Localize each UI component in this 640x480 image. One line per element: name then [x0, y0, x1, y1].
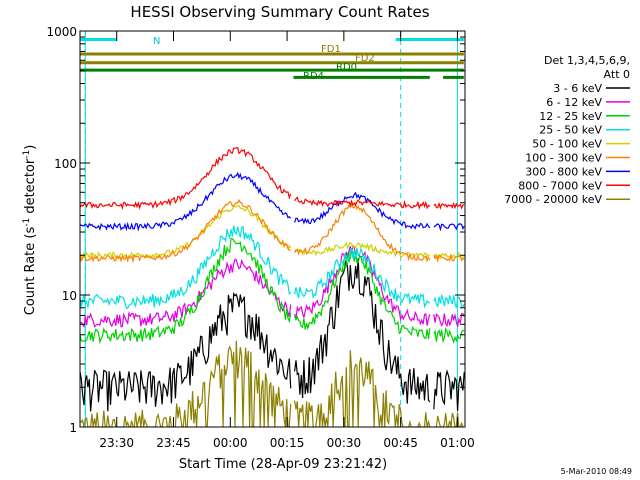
x-tick-label: 23:45: [156, 436, 191, 450]
flag-label: FD1: [321, 44, 341, 55]
x-tick-label: 01:00: [440, 436, 475, 450]
plot-frame: [79, 30, 466, 428]
legend-label: 300 - 800 keV: [525, 165, 602, 178]
x-axis-label: Start Time (28-Apr-09 23:21:42): [179, 457, 387, 472]
y-tick-label: 1: [69, 421, 77, 435]
flag-label: N: [153, 36, 160, 47]
x-tick-label: 00:00: [213, 436, 248, 450]
series-line: [80, 258, 465, 412]
y-tick-label: 10: [62, 289, 77, 303]
y-tick-label: 1000: [46, 25, 77, 39]
legend-label: 25 - 50 keV: [539, 124, 602, 137]
legend-label: 800 - 7000 keV: [518, 179, 602, 192]
x-tick-label: 00:15: [270, 436, 305, 450]
series-line: [80, 198, 465, 264]
legend-label: 50 - 100 keV: [532, 138, 602, 151]
legend-header-line-2: Att 0: [604, 68, 630, 81]
axes: 1 10 100 1000 23:30 23:45 00:00 00:15 00:30 00:45…: [46, 25, 474, 450]
flag-label: RD0: [336, 62, 357, 73]
legend-label: 6 - 12 keV: [546, 96, 602, 109]
legend-label: 3 - 6 keV: [553, 82, 602, 95]
series-line: [80, 171, 465, 232]
legend-label: 7000 - 20000 keV: [504, 193, 602, 206]
series-line: [80, 237, 465, 345]
legend-label: 12 - 25 keV: [539, 110, 602, 123]
x-tick-label: 23:30: [99, 436, 134, 450]
chart-title: HESSI Observing Summary Count Rates: [130, 3, 429, 21]
x-tick-label: 00:45: [383, 436, 418, 450]
flag-label: FD2: [355, 53, 375, 64]
legend-label: 100 - 300 keV: [525, 152, 602, 165]
flag-label: RD4: [303, 71, 324, 82]
series-line: [80, 340, 465, 427]
x-tick-label: 00:30: [327, 436, 362, 450]
series-line: [80, 225, 465, 309]
legend-header-line-1: Det 1,3,4,5,6,9,: [544, 54, 630, 67]
series-line: [80, 146, 465, 211]
footer-date: 5-Mar-2010 08:49: [561, 467, 632, 476]
y-tick-label: 100: [54, 157, 77, 171]
y-axis-label: Count Rate (s-1 detector-1): [22, 145, 38, 316]
